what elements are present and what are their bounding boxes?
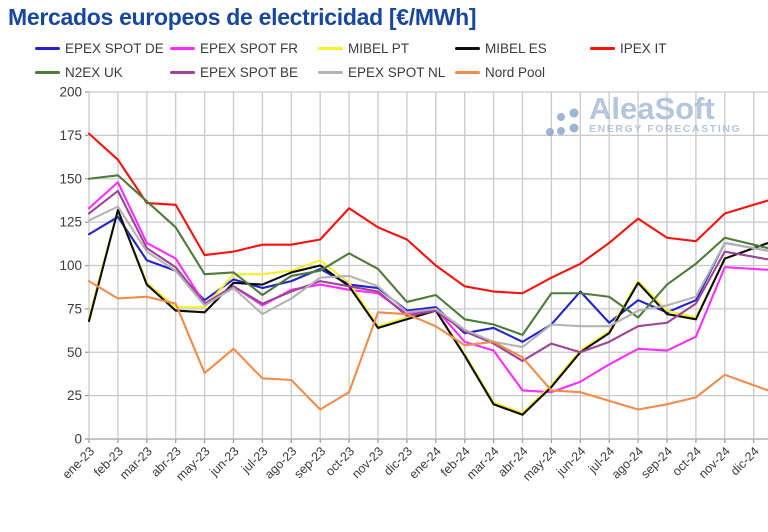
svg-text:ene-24: ene-24 <box>406 444 443 481</box>
legend-item-mibel-pt: MIBEL PT <box>318 40 409 56</box>
legend-label: IPEX IT <box>620 40 667 56</box>
svg-text:25: 25 <box>67 388 82 403</box>
legend-item-n2ex-uk: N2EX UK <box>35 64 123 80</box>
legend-swatch-mibel-pt-icon <box>318 46 343 50</box>
svg-text:ago-23: ago-23 <box>262 444 299 481</box>
legend-item-epex-spot-be: EPEX SPOT BE <box>170 64 298 80</box>
legend-swatch-epex-spot-fr-icon <box>170 46 195 50</box>
svg-text:200: 200 <box>59 85 82 100</box>
svg-text:jun-23: jun-23 <box>206 444 241 479</box>
legend-label: EPEX SPOT NL <box>348 64 446 80</box>
legend-swatch-mibel-es-icon <box>455 46 480 50</box>
legend-label: Nord Pool <box>485 64 546 80</box>
legend-swatch-epex-spot-de-icon <box>35 46 60 50</box>
legend-item-epex-spot-nl: EPEX SPOT NL <box>318 64 445 80</box>
chart-title: Mercados europeos de electricidad [€/MWh… <box>8 4 477 30</box>
legend-item-ipex-it: IPEX IT <box>590 40 667 56</box>
svg-text:175: 175 <box>59 128 82 143</box>
svg-text:dic-24: dic-24 <box>728 444 762 478</box>
svg-text:sep-24: sep-24 <box>638 444 675 481</box>
legend-swatch-nord-pool-icon <box>455 70 480 74</box>
svg-text:mar-23: mar-23 <box>117 444 155 482</box>
svg-text:sep-23: sep-23 <box>291 444 328 481</box>
legend-item-epex-spot-de: EPEX SPOT DE <box>35 40 164 56</box>
legend-swatch-n2ex-uk-icon <box>35 70 60 74</box>
svg-text:nov-24: nov-24 <box>696 444 733 481</box>
svg-text:ago-24: ago-24 <box>609 444 646 481</box>
legend-label: EPEX SPOT FR <box>200 40 299 56</box>
legend-item-mibel-es: MIBEL ES <box>455 40 547 56</box>
legend-label: EPEX SPOT DE <box>65 40 164 56</box>
legend-item-nord-pool: Nord Pool <box>455 64 545 80</box>
legend-item-epex-spot-fr: EPEX SPOT FR <box>170 40 298 56</box>
svg-text:125: 125 <box>59 215 82 230</box>
legend-swatch-epex-spot-nl-icon <box>318 70 343 74</box>
legend-label: EPEX SPOT BE <box>200 64 299 80</box>
svg-text:jun-24: jun-24 <box>553 444 588 479</box>
svg-text:0: 0 <box>74 432 82 447</box>
svg-text:mar-24: mar-24 <box>464 444 502 482</box>
legend-label: N2EX UK <box>65 64 123 80</box>
svg-text:100: 100 <box>59 258 82 273</box>
svg-text:50: 50 <box>67 345 82 360</box>
legend-label: MIBEL ES <box>485 40 547 56</box>
svg-text:150: 150 <box>59 171 82 186</box>
legend-label: MIBEL PT <box>348 40 410 56</box>
svg-text:nov-23: nov-23 <box>349 444 386 481</box>
svg-text:75: 75 <box>67 301 82 316</box>
svg-text:ene-23: ene-23 <box>60 444 97 481</box>
legend-swatch-epex-spot-be-icon <box>170 70 195 74</box>
legend-swatch-ipex-it-icon <box>590 46 615 50</box>
